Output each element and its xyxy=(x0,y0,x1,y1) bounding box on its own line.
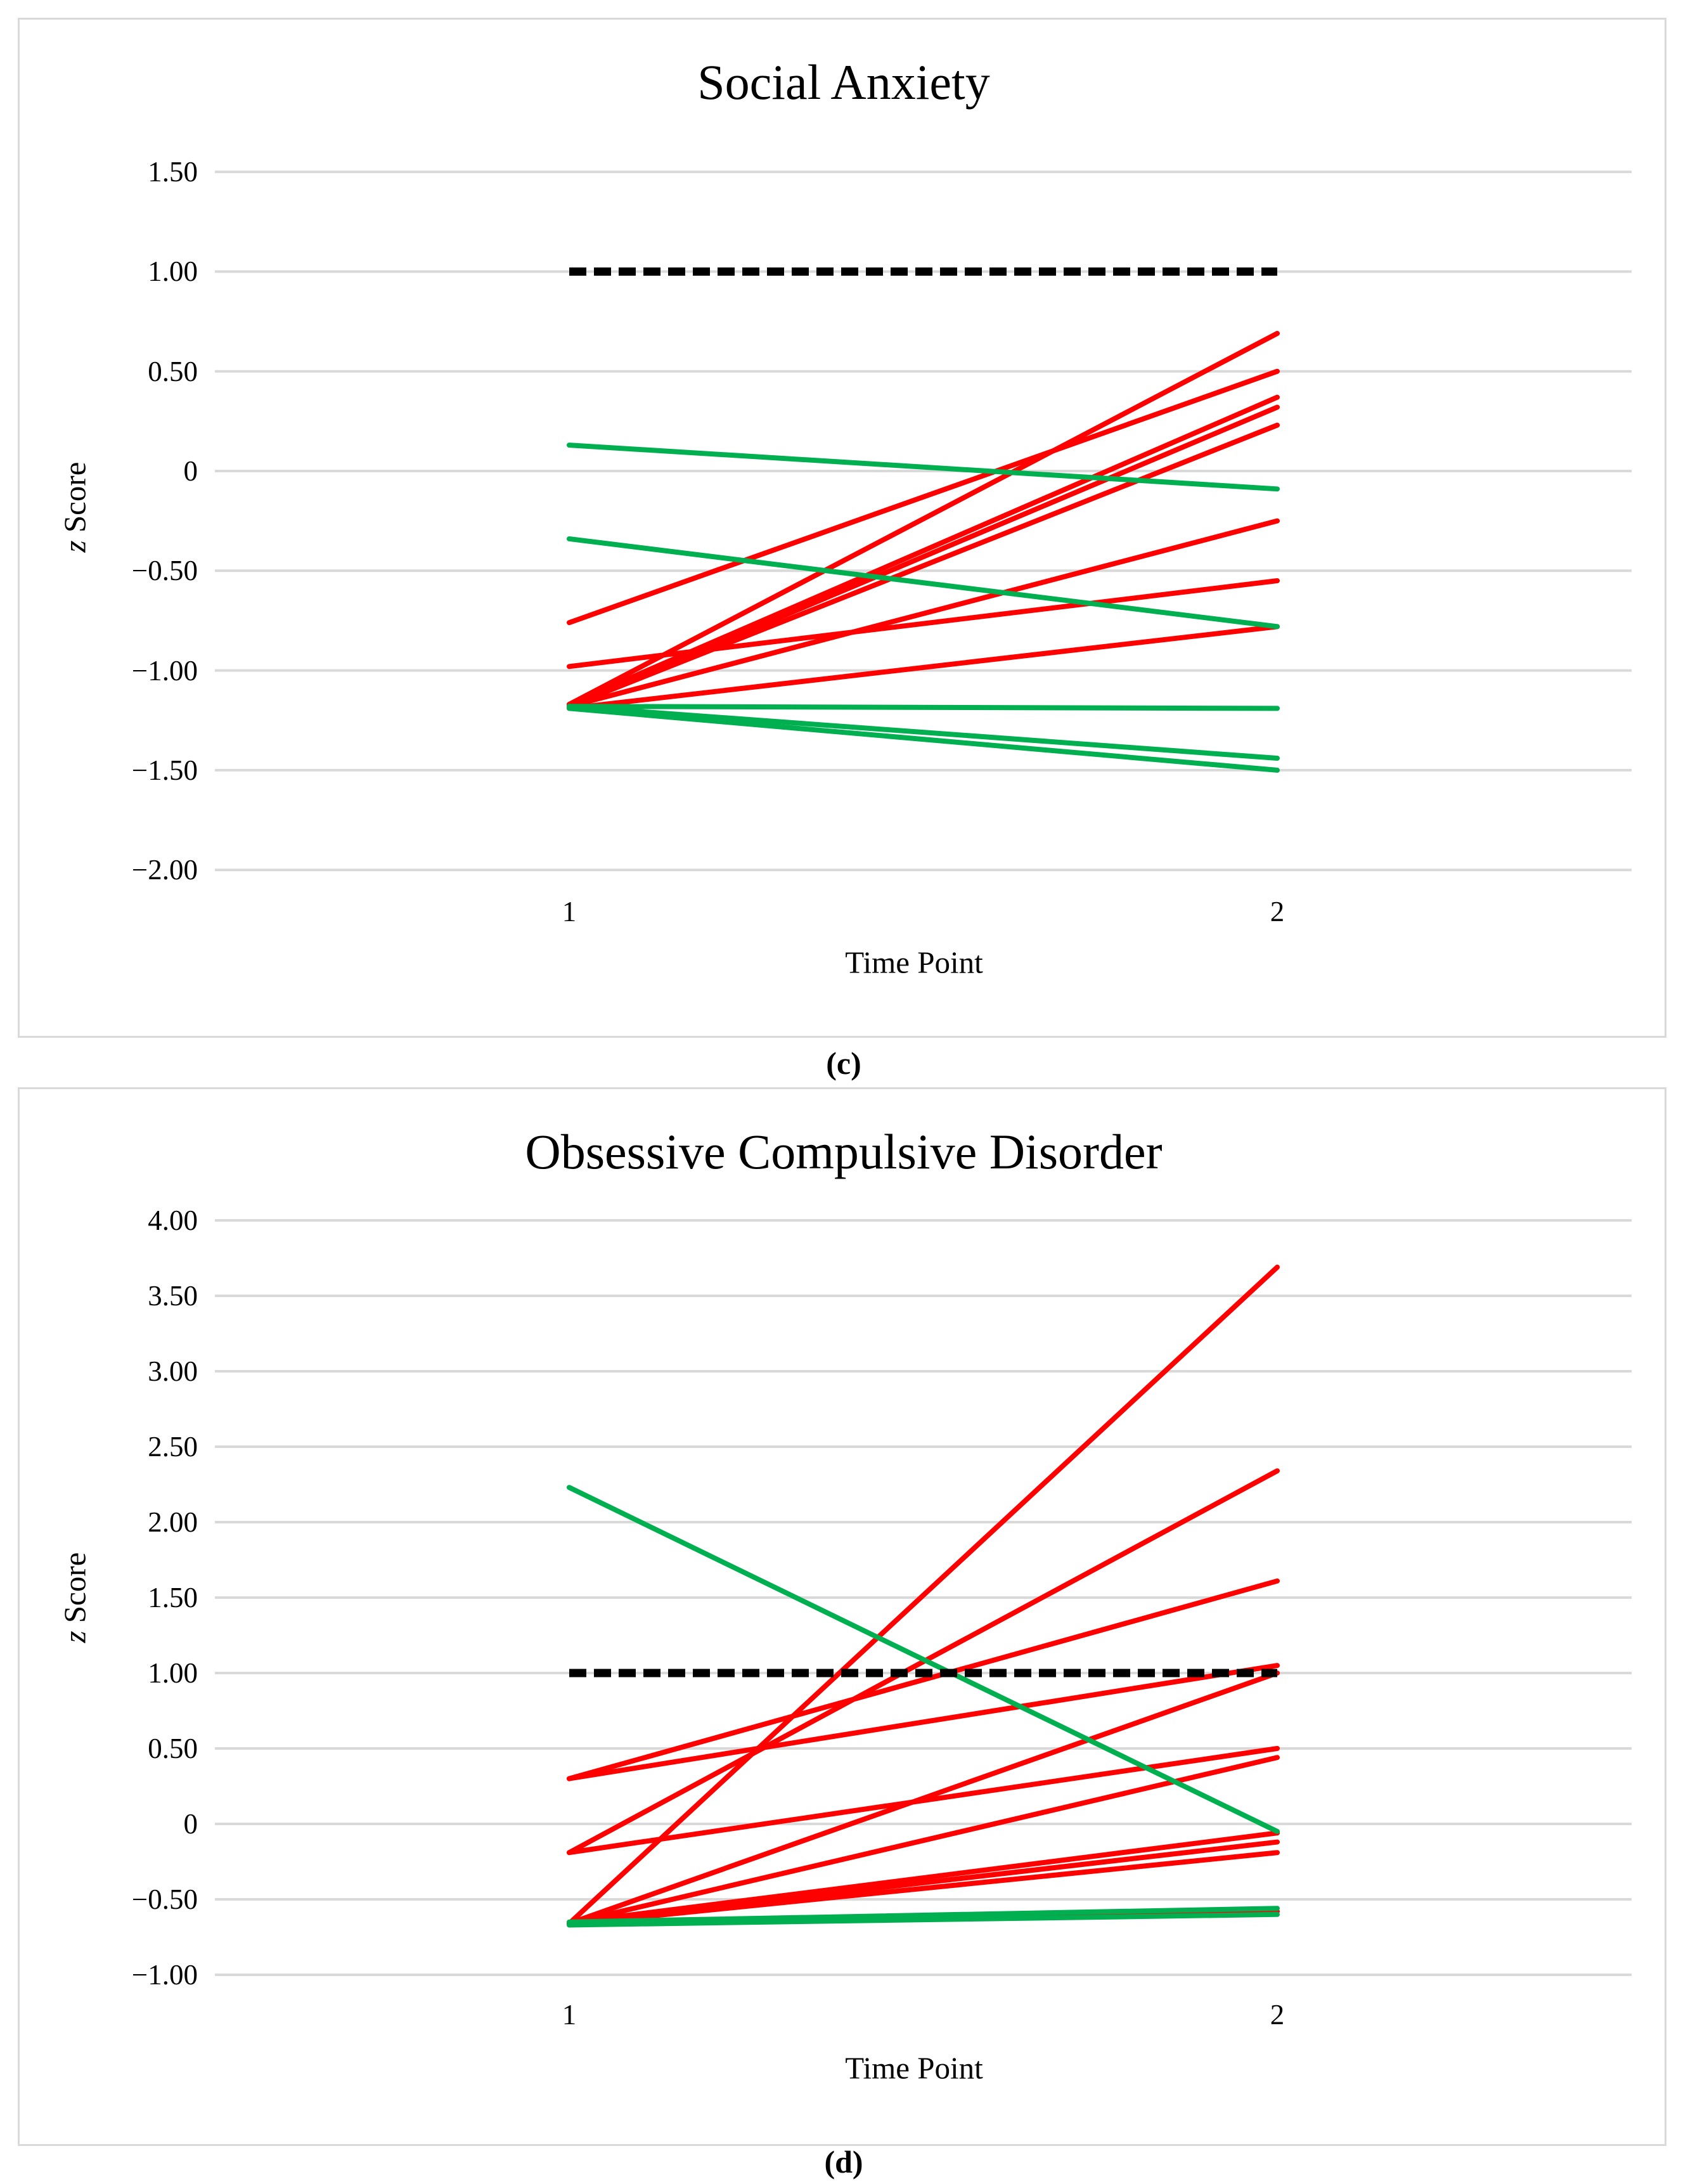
y-tick-label: 0.50 xyxy=(148,1733,198,1764)
y-tick-label: 3.00 xyxy=(148,1355,198,1387)
y-tick-label: −0.50 xyxy=(131,555,198,587)
caption-c: (c) xyxy=(826,1045,861,1081)
y-tick-label: 0 xyxy=(183,455,198,487)
y-axis-title-italic: z xyxy=(57,540,93,553)
x-tick-label: 2 xyxy=(1270,1999,1285,2031)
chart-title-d: Obsessive Compulsive Disorder xyxy=(525,1124,1163,1179)
x-axis-title-d: Time Point xyxy=(845,2050,983,2086)
y-tick-label: 1.00 xyxy=(148,255,198,288)
y-tick-label: −1.00 xyxy=(131,654,198,687)
y-tick-label: 2.00 xyxy=(148,1506,198,1538)
y-tick-label: −1.00 xyxy=(131,1959,198,1991)
x-tick-label: 2 xyxy=(1270,896,1285,927)
y-tick-label: −0.50 xyxy=(131,1884,198,1915)
y-tick-label: −1.50 xyxy=(131,754,198,786)
x-tick-label: 1 xyxy=(562,896,577,927)
y-tick-label: 1.50 xyxy=(148,156,198,188)
chart-title-c: Social Anxiety xyxy=(697,55,990,110)
caption-d: (d) xyxy=(824,2144,863,2180)
y-tick-label: 2.50 xyxy=(148,1431,198,1463)
x-tick-label: 1 xyxy=(562,1999,577,2031)
y-axis-title-c: z Score xyxy=(57,462,93,553)
y-tick-label: 3.50 xyxy=(148,1280,198,1312)
y-tick-label: 1.00 xyxy=(148,1657,198,1689)
y-axis-title-rest: Score xyxy=(57,462,93,541)
y-tick-label: 4.00 xyxy=(148,1205,198,1236)
chart-panel-d xyxy=(18,1087,1666,2146)
y-axis-title-italic: z xyxy=(57,1631,93,1643)
y-tick-label: −2.00 xyxy=(131,854,198,886)
chart-panel-c xyxy=(18,18,1666,1038)
y-tick-label: 1.50 xyxy=(148,1582,198,1613)
x-axis-title-c: Time Point xyxy=(845,945,983,980)
y-tick-label: 0 xyxy=(183,1808,198,1840)
y-axis-title-d: z Score xyxy=(57,1553,93,1643)
y-axis-title-rest: Score xyxy=(57,1552,93,1631)
y-tick-label: 0.50 xyxy=(148,355,198,387)
